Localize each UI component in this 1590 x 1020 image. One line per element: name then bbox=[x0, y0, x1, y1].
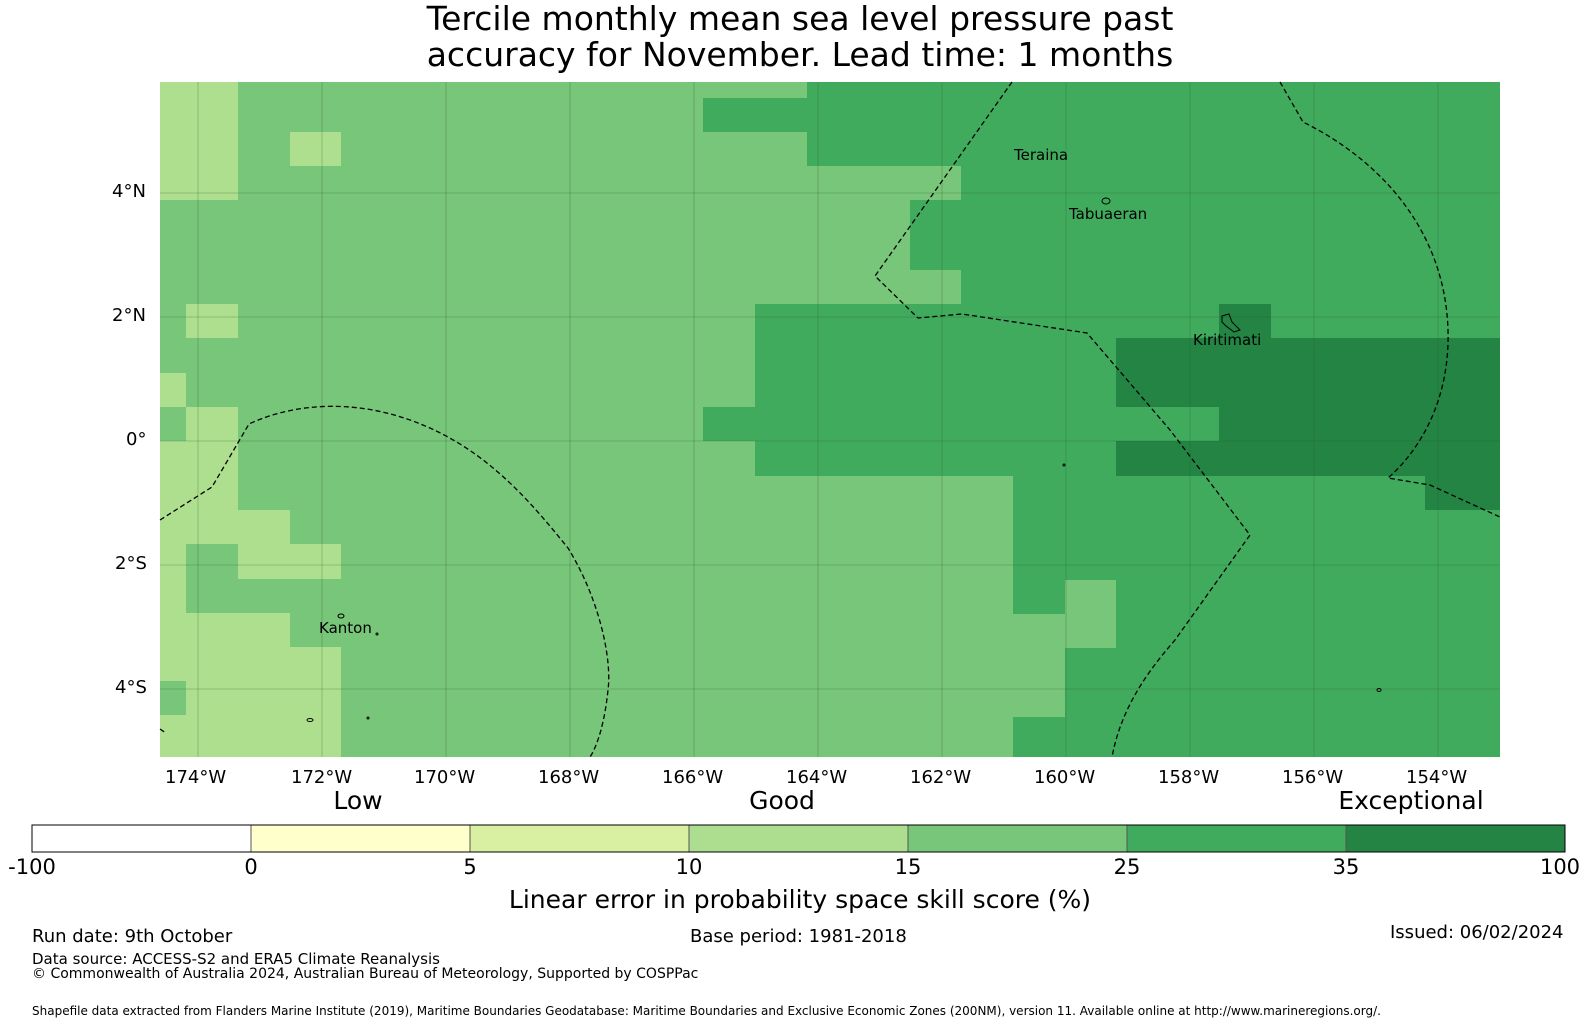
grid-cell bbox=[160, 715, 186, 757]
islands bbox=[306, 197, 1382, 722]
colorbar-category-exceptional: Exceptional bbox=[1338, 786, 1484, 815]
grid-cell bbox=[238, 510, 290, 544]
island-shape bbox=[306, 718, 314, 722]
grid-cell bbox=[1425, 476, 1500, 510]
run-date: Run date: 9th October bbox=[32, 926, 233, 947]
colorbar-tick-label: 25 bbox=[1113, 855, 1141, 879]
grid-cell bbox=[160, 82, 238, 200]
lon-tick-label: 164°W bbox=[786, 767, 848, 788]
colorbar-tick-label: 15 bbox=[894, 855, 922, 879]
grid-cell bbox=[160, 373, 186, 407]
eez-boundaries bbox=[159, 81, 1501, 758]
grid-cell bbox=[160, 544, 186, 681]
colorbar-segment bbox=[470, 825, 689, 852]
lon-tick-label: 158°W bbox=[1158, 767, 1220, 788]
grid-cell bbox=[961, 270, 1500, 304]
skill-grid bbox=[160, 82, 1500, 757]
data-source: Data source: ACCESS-S2 and ERA5 Climate … bbox=[32, 950, 440, 968]
lon-tick-label: 156°W bbox=[1282, 767, 1344, 788]
colorbar-label: Linear error in probability space skill … bbox=[508, 885, 1092, 914]
grid-cell bbox=[160, 441, 238, 544]
grid-cell bbox=[186, 407, 238, 441]
island-shape bbox=[375, 632, 379, 636]
place-label-kanton: Kanton bbox=[319, 619, 372, 637]
copyright: © Commonwealth of Australia 2024, Austra… bbox=[32, 966, 699, 982]
colorbar-tick-label: 5 bbox=[463, 855, 477, 879]
colorbar-tick-label: 10 bbox=[675, 855, 703, 879]
lat-tick-label: 2°N bbox=[112, 305, 146, 326]
lon-tick-label: 168°W bbox=[538, 767, 600, 788]
lon-tick-label: 160°W bbox=[1034, 767, 1096, 788]
grid-cell bbox=[1219, 407, 1500, 441]
lon-tick-label: 162°W bbox=[910, 767, 972, 788]
colorbar-segment bbox=[1346, 825, 1565, 852]
lon-tick-label: 166°W bbox=[662, 767, 724, 788]
graticule bbox=[160, 82, 1500, 757]
colorbar-segment bbox=[1127, 825, 1346, 852]
shapefile-credit: Shapefile data extracted from Flanders M… bbox=[32, 1004, 1381, 1018]
island-shape bbox=[1376, 688, 1382, 692]
eez-boundary-kanton bbox=[159, 405, 610, 758]
grid-cell bbox=[1013, 614, 1065, 717]
colorbar-segment bbox=[908, 825, 1127, 852]
colorbar-segment bbox=[251, 825, 470, 852]
grid-cell bbox=[186, 681, 341, 757]
grid-cell bbox=[1013, 717, 1065, 757]
map-title-line-1: Tercile monthly mean sea level pressure … bbox=[426, 0, 1174, 38]
grid-cell bbox=[703, 98, 807, 132]
eez-boundary-corner bbox=[159, 728, 167, 734]
eez-boundary-east bbox=[1279, 81, 1501, 518]
grid-cell bbox=[186, 613, 290, 647]
grid-cell bbox=[910, 200, 1500, 270]
colorbar-tick-label: 100 bbox=[1539, 855, 1581, 879]
eez-boundary-line-islands bbox=[874, 81, 1251, 758]
lat-tick-label: 4°S bbox=[115, 677, 147, 698]
base-period: Base period: 1981-2018 bbox=[690, 926, 907, 947]
lon-tick-label: 154°W bbox=[1406, 767, 1468, 788]
island-tabuaeran-shape bbox=[1101, 197, 1111, 205]
island-kanton-shape bbox=[337, 613, 345, 619]
grid-cell bbox=[1065, 580, 1116, 648]
island-kiritimati-shape bbox=[1221, 313, 1241, 333]
colorbar-tick-label: 0 bbox=[244, 855, 258, 879]
colorbar-category-good: Good bbox=[749, 786, 815, 815]
grid-cell bbox=[238, 544, 341, 579]
place-label-tabuaeran: Tabuaeran bbox=[1069, 205, 1148, 223]
grid-cell bbox=[1116, 338, 1500, 407]
grid-cell bbox=[1116, 441, 1500, 476]
map-title-line-2: accuracy for November. Lead time: 1 mont… bbox=[426, 35, 1174, 74]
lon-tick-label: 172°W bbox=[291, 767, 353, 788]
lat-tick-label: 2°S bbox=[115, 553, 147, 574]
lon-tick-label: 174°W bbox=[165, 767, 227, 788]
colorbar-category-low: Low bbox=[333, 786, 383, 815]
colorbar-tick-label: 35 bbox=[1332, 855, 1360, 879]
grid-cell bbox=[1065, 614, 1500, 757]
lon-tick-label: 170°W bbox=[414, 767, 476, 788]
grid-cell bbox=[807, 82, 1500, 166]
place-label-teraina: Teraina bbox=[1014, 146, 1069, 164]
colorbar-tick-label: -100 bbox=[8, 855, 56, 879]
issued-date: Issued: 06/02/2024 bbox=[1390, 922, 1564, 943]
lat-tick-label: 0° bbox=[126, 429, 147, 450]
island-shape bbox=[366, 716, 370, 720]
grid-cell bbox=[961, 166, 1500, 200]
colorbar-segment bbox=[689, 825, 908, 852]
colorbar-segment bbox=[32, 825, 251, 852]
grid-cell bbox=[186, 647, 341, 681]
grid-cell bbox=[1219, 304, 1271, 338]
grid-cell bbox=[186, 304, 238, 338]
island-shape bbox=[1062, 463, 1066, 467]
grid-cell bbox=[290, 132, 341, 166]
lat-tick-label: 4°N bbox=[112, 181, 146, 202]
place-label-kiritimati: Kiritimati bbox=[1193, 331, 1262, 349]
